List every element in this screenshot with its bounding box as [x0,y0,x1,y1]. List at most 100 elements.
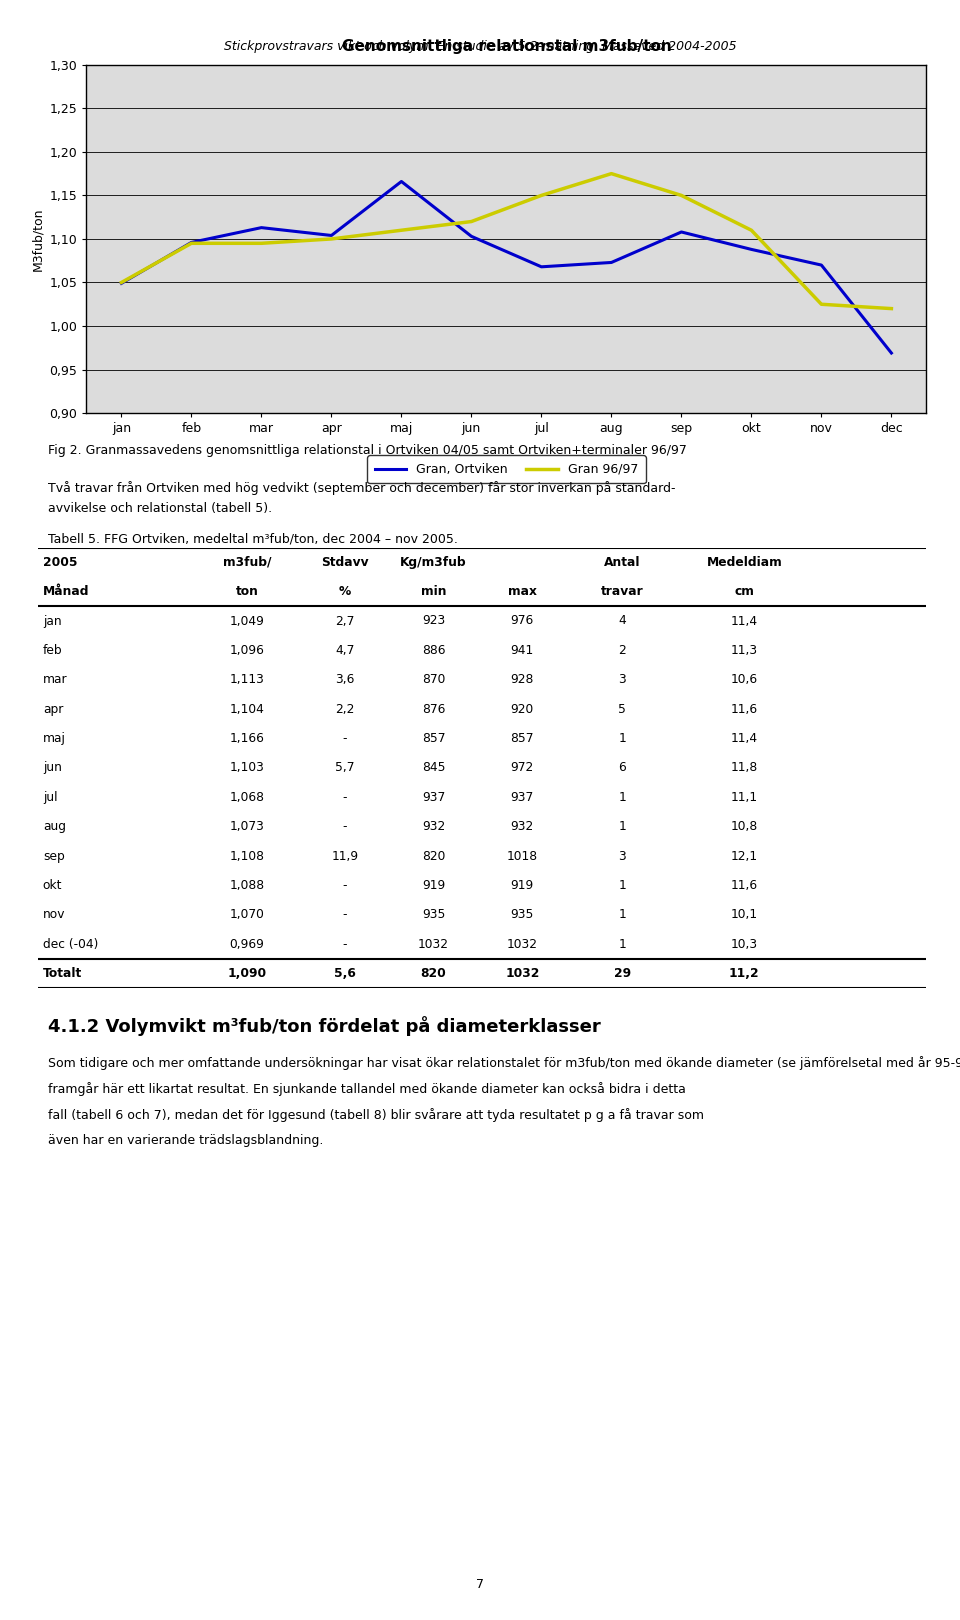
Text: 2: 2 [618,643,626,656]
Text: nov: nov [43,909,65,922]
Text: 11,8: 11,8 [731,761,758,774]
Text: 1032: 1032 [418,938,449,951]
Text: 11,1: 11,1 [731,791,758,804]
Text: 7: 7 [476,1578,484,1591]
Text: Medeldiam: Medeldiam [707,556,782,569]
Text: 4: 4 [618,614,626,627]
Text: 1: 1 [618,791,626,804]
Text: 2,7: 2,7 [335,614,354,627]
Text: Månad: Månad [43,585,89,598]
Text: -: - [343,732,347,745]
Legend: Gran, Ortviken, Gran 96/97: Gran, Ortviken, Gran 96/97 [368,455,645,483]
Text: sep: sep [43,849,64,862]
Text: 976: 976 [511,614,534,627]
Text: -: - [343,938,347,951]
Text: 1,088: 1,088 [229,880,265,893]
Text: 1,113: 1,113 [229,674,265,687]
Text: framgår här ett likartat resultat. En sjunkande tallandel med ökande diameter ka: framgår här ett likartat resultat. En sj… [48,1082,685,1097]
Text: m3fub/: m3fub/ [223,556,272,569]
Text: 941: 941 [511,643,534,656]
Text: 857: 857 [511,732,534,745]
Text: 1,070: 1,070 [229,909,265,922]
Text: 1,090: 1,090 [228,967,267,980]
Text: 932: 932 [511,820,534,833]
Text: 820: 820 [420,967,446,980]
Text: 1: 1 [618,909,626,922]
Text: Fig 2. Granmassavedens genomsnittliga relationstal i Ortviken 04/05 samt Ortvike: Fig 2. Granmassavedens genomsnittliga re… [48,444,686,457]
Text: 919: 919 [511,880,534,893]
Text: 10,3: 10,3 [731,938,758,951]
Text: Kg/m3fub: Kg/m3fub [400,556,467,569]
Text: 1032: 1032 [507,938,538,951]
Text: 937: 937 [511,791,534,804]
Text: Som tidigare och mer omfattande undersökningar har visat ökar relationstalet för: Som tidigare och mer omfattande undersök… [48,1056,960,1071]
Text: 11,3: 11,3 [731,643,758,656]
Text: 886: 886 [421,643,445,656]
Text: 935: 935 [511,909,534,922]
Text: okt: okt [43,880,62,893]
Text: 1: 1 [618,820,626,833]
Text: 1,104: 1,104 [229,703,265,716]
Text: 4.1.2 Volymvikt m³fub/ton fördelat på diameterklasser: 4.1.2 Volymvikt m³fub/ton fördelat på di… [48,1016,601,1035]
Text: 11,4: 11,4 [731,614,758,627]
Text: 876: 876 [421,703,445,716]
Text: 1018: 1018 [507,849,538,862]
Text: -: - [343,791,347,804]
Text: 1,096: 1,096 [229,643,265,656]
Text: 919: 919 [422,880,445,893]
Text: 845: 845 [421,761,445,774]
Text: travar: travar [601,585,643,598]
Y-axis label: M3fub/ton: M3fub/ton [31,207,44,271]
Text: 1,068: 1,068 [229,791,265,804]
Text: 857: 857 [421,732,445,745]
Text: 1,049: 1,049 [229,614,265,627]
Text: 3: 3 [618,674,626,687]
Text: 937: 937 [422,791,445,804]
Text: 5,6: 5,6 [334,967,356,980]
Text: apr: apr [43,703,63,716]
Text: 3: 3 [618,849,626,862]
Text: fall (tabell 6 och 7), medan det för Iggesund (tabell 8) blir svårare att tyda r: fall (tabell 6 och 7), medan det för Igg… [48,1108,704,1123]
Text: maj: maj [43,732,65,745]
Text: Stdavv: Stdavv [321,556,369,569]
Text: cm: cm [734,585,755,598]
Text: 11,9: 11,9 [331,849,358,862]
Text: 928: 928 [511,674,534,687]
Text: min: min [420,585,446,598]
Text: 1: 1 [618,938,626,951]
Text: avvikelse och relationstal (tabell 5).: avvikelse och relationstal (tabell 5). [48,502,272,515]
Text: mar: mar [43,674,67,687]
Text: 1,108: 1,108 [229,849,265,862]
Text: -: - [343,880,347,893]
Text: 1: 1 [618,732,626,745]
Text: 972: 972 [511,761,534,774]
Text: 935: 935 [421,909,445,922]
Text: Stickprovstravars vikt och volym. En studie av 5:2-mätning. Massaved 2004-2005: Stickprovstravars vikt och volym. En stu… [224,40,736,53]
Text: 10,8: 10,8 [731,820,758,833]
Text: Totalt: Totalt [43,967,83,980]
Text: ton: ton [235,585,258,598]
Text: 10,6: 10,6 [731,674,758,687]
Text: feb: feb [43,643,62,656]
Text: -: - [343,909,347,922]
Title: Genomsnittliga relationstal m3fub/ton: Genomsnittliga relationstal m3fub/ton [342,39,671,53]
Text: jun: jun [43,761,61,774]
Text: 1,166: 1,166 [229,732,265,745]
Text: dec (-04): dec (-04) [43,938,98,951]
Text: 10,1: 10,1 [731,909,758,922]
Text: -: - [343,820,347,833]
Text: aug: aug [43,820,66,833]
Text: 5: 5 [618,703,626,716]
Text: Antal: Antal [604,556,640,569]
Text: 0,969: 0,969 [229,938,265,951]
Text: 2005: 2005 [43,556,78,569]
Text: 1,103: 1,103 [229,761,265,774]
Text: Två travar från Ortviken med hög vedvikt (september och december) får stor inver: Två travar från Ortviken med hög vedvikt… [48,481,676,496]
Text: 11,2: 11,2 [729,967,759,980]
Text: Tabell 5. FFG Ortviken, medeltal m³fub/ton, dec 2004 – nov 2005.: Tabell 5. FFG Ortviken, medeltal m³fub/t… [48,533,458,546]
Text: 6: 6 [618,761,626,774]
Text: 5,7: 5,7 [335,761,354,774]
Text: 12,1: 12,1 [731,849,758,862]
Text: 29: 29 [613,967,631,980]
Text: 923: 923 [422,614,445,627]
